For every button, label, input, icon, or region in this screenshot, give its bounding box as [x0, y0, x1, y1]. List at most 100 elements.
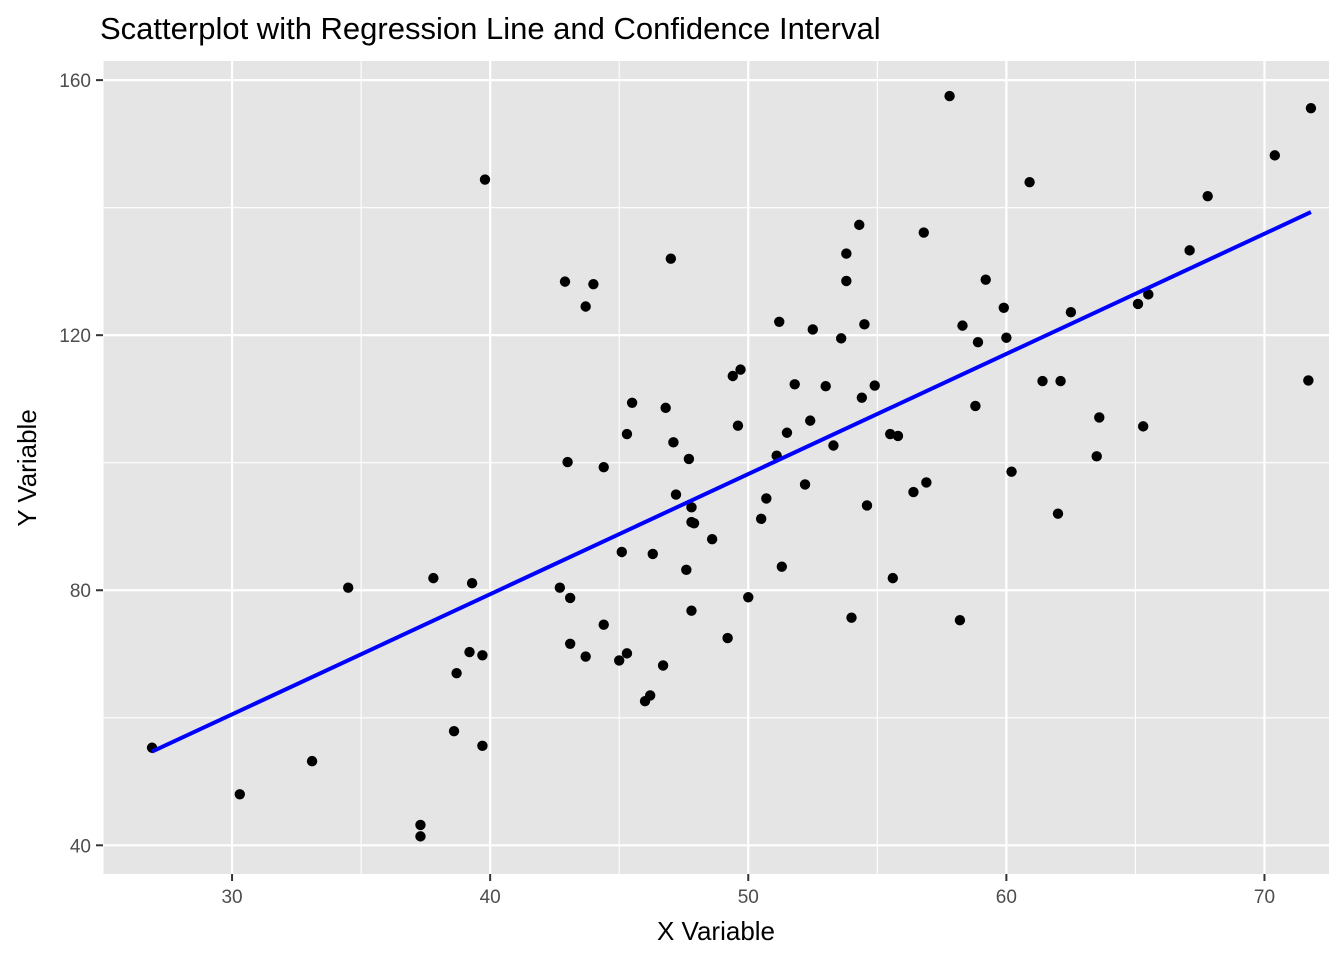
data-point — [727, 370, 738, 382]
data-point — [1037, 375, 1048, 387]
x-axis-title: X Variable — [657, 916, 775, 946]
data-point — [887, 572, 899, 584]
data-point — [668, 437, 679, 448]
data-point — [580, 651, 591, 662]
data-point — [970, 400, 981, 412]
data-point — [448, 725, 460, 737]
y-tick-label: 80 — [70, 581, 91, 602]
data-point — [957, 320, 968, 331]
data-point — [1202, 190, 1213, 202]
y-tick-label: 40 — [70, 836, 91, 857]
data-point — [657, 660, 669, 671]
data-point — [861, 500, 873, 511]
points-layer — [146, 90, 1317, 842]
data-point — [1065, 307, 1077, 318]
data-point — [681, 564, 692, 576]
data-point — [892, 430, 904, 442]
data-point — [854, 219, 865, 231]
x-tick-label: 60 — [996, 887, 1017, 908]
data-point — [781, 427, 793, 438]
data-point — [856, 392, 868, 403]
data-point — [980, 274, 991, 285]
data-point — [776, 561, 788, 572]
plot-panel — [103, 61, 1329, 874]
y-axis-ticks: 40 80 120 160 — [59, 71, 103, 857]
data-point — [1024, 176, 1035, 188]
data-point — [735, 364, 746, 375]
data-point — [908, 486, 919, 498]
data-point — [774, 316, 785, 327]
regression-line-layer — [151, 210, 1312, 754]
data-point — [665, 253, 677, 264]
data-point — [647, 548, 658, 560]
data-point — [554, 582, 566, 593]
data-point — [1052, 508, 1064, 519]
data-point — [598, 619, 609, 630]
data-point — [1143, 289, 1154, 300]
data-point — [918, 227, 929, 238]
data-point — [670, 489, 682, 500]
data-point — [828, 440, 839, 451]
x-axis-ticks: 30 40 50 60 70 — [221, 874, 1275, 908]
data-point — [1055, 375, 1066, 387]
data-point — [415, 831, 426, 842]
data-point — [686, 502, 697, 513]
data-point — [621, 428, 633, 440]
data-point — [998, 302, 1009, 313]
data-point — [688, 518, 700, 529]
data-point — [686, 605, 697, 616]
data-point — [841, 248, 852, 259]
data-point — [706, 534, 718, 545]
y-axis-title: Y Variable — [12, 409, 42, 527]
data-point — [477, 650, 488, 661]
regression-line — [151, 210, 1312, 754]
x-tick-label: 40 — [480, 887, 501, 908]
data-point — [343, 582, 354, 593]
data-point — [562, 456, 573, 468]
data-point — [1184, 245, 1195, 256]
data-point — [869, 380, 880, 391]
data-point — [616, 546, 627, 558]
data-point — [732, 420, 744, 431]
data-point — [972, 337, 984, 348]
data-point — [466, 578, 478, 589]
data-point — [1091, 451, 1102, 462]
data-point — [428, 572, 439, 584]
data-point — [598, 461, 609, 473]
y-tick-label: 120 — [59, 326, 91, 347]
data-point — [835, 333, 847, 344]
data-point — [954, 615, 966, 626]
data-point — [644, 690, 656, 701]
data-point — [660, 402, 671, 414]
data-point — [921, 477, 932, 488]
data-point — [234, 789, 245, 800]
data-point — [799, 479, 811, 490]
chart-title: Scatterplot with Regression Line and Con… — [100, 11, 881, 46]
data-point — [841, 275, 852, 287]
data-point — [479, 174, 491, 185]
data-point — [306, 755, 318, 767]
data-point — [451, 667, 462, 679]
x-tick-label: 30 — [221, 887, 242, 908]
data-point — [1137, 421, 1149, 432]
data-point — [621, 648, 633, 659]
data-point — [944, 90, 955, 102]
data-point — [1001, 332, 1012, 343]
data-point — [1303, 375, 1314, 386]
data-point — [846, 612, 857, 623]
data-point — [820, 381, 831, 392]
major-grid — [103, 61, 1329, 874]
data-point — [755, 513, 767, 525]
data-point — [614, 655, 625, 666]
x-tick-label: 70 — [1254, 887, 1275, 908]
data-point — [559, 276, 571, 287]
data-point — [477, 740, 488, 752]
data-point — [588, 278, 599, 290]
data-point — [1094, 412, 1105, 423]
data-point — [415, 819, 426, 831]
data-point — [805, 415, 816, 426]
data-point — [564, 592, 576, 604]
x-tick-label: 50 — [738, 887, 759, 908]
